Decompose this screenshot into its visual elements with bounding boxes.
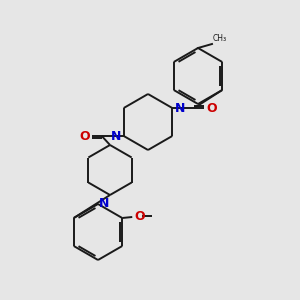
Text: N: N xyxy=(111,130,122,143)
Text: N: N xyxy=(99,197,109,210)
Text: CH₃: CH₃ xyxy=(213,34,227,43)
Text: O: O xyxy=(206,101,217,115)
Text: O: O xyxy=(134,209,145,223)
Text: O: O xyxy=(79,130,90,142)
Text: N: N xyxy=(175,101,186,115)
